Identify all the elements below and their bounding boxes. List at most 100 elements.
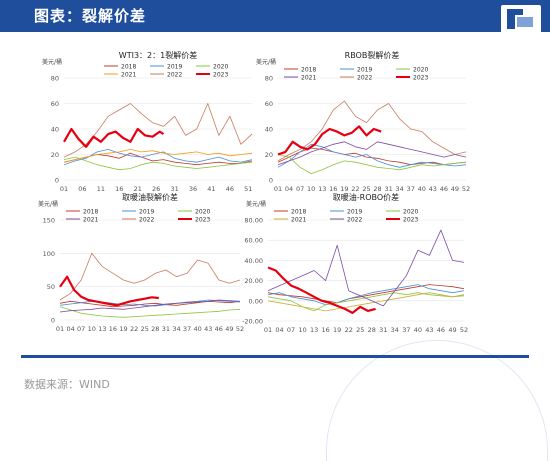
x-tick-label: 01 [274,185,282,193]
slide-header: 图表：裂解价差 [0,0,550,33]
legend-label: 2019 [139,208,154,215]
x-tick-label: 51 [244,185,252,193]
x-tick-label: 43 [425,326,433,334]
x-tick-label: 49 [225,325,233,333]
x-tick-label: 37 [402,326,410,334]
x-tick-label: 49 [451,185,459,193]
x-tick-label: 40 [194,325,202,333]
series-line-2019 [277,143,467,168]
y-tick-label: 20.00 [244,277,263,285]
x-tick-label: 43 [204,325,212,333]
y-axis-unit: 美元/桶 [42,58,62,66]
data-source-note: 数据来源：WIND [24,378,110,391]
x-tick-label: 25 [362,185,370,193]
x-tick-label: 01 [60,185,68,193]
x-tick-label: 46 [440,185,448,193]
x-tick-label: 46 [215,325,223,333]
x-tick-label: 40 [418,185,426,193]
x-tick-label: 16 [109,325,117,333]
x-tick-label: 36 [189,185,197,193]
series-line-2022 [63,103,253,158]
x-tick-label: 40 [414,326,422,334]
legend-label: 2020 [413,66,428,73]
x-tick-label: 04 [66,325,74,333]
series-line-2022 [59,252,241,301]
company-logo [501,5,541,33]
y-axis-unit: 美元/桶 [246,200,266,208]
x-tick-label: 19 [340,185,348,193]
series-line-2022 [267,229,465,307]
x-tick-label: 41 [207,185,215,193]
series-line-2021 [277,141,467,166]
x-tick-label: 28 [151,325,159,333]
chart-panel-1: 0 20 40 60 80 01 06 11 16 21 26 31 36 41 46 51 美元/桶 WTI3：… [42,50,252,193]
series-line-2023 [63,127,165,148]
bottom-rule [21,355,529,358]
x-tick-label: 31 [384,185,392,193]
x-tick-label: 16 [329,185,337,193]
legend-label: 2021 [291,216,306,223]
x-tick-label: 34 [396,185,404,193]
x-tick-label: 19 [333,326,341,334]
legend-label: 2018 [291,208,306,215]
x-tick-label: 13 [310,326,318,334]
decorative-arc [326,340,548,461]
x-tick-label: 31 [170,185,178,193]
y-tick-label: 0 [51,317,55,325]
x-tick-label: 19 [119,325,127,333]
y-tick-label: -20.00 [242,318,263,326]
chart-panel-4: -20.00 0.00 20.00 40.00 60.00 80.00 01 04 07 10 13… [242,192,468,334]
chart-title: 取暖油裂解价差 [122,192,178,202]
legend-label: 2019 [357,66,372,73]
x-tick-label: 31 [379,326,387,334]
series-line-2019 [63,149,253,166]
x-tick-label: 10 [88,325,96,333]
y-tick-label: 0.00 [249,297,263,305]
series-line-2020 [59,306,241,318]
y-tick-label: 40 [265,126,273,134]
legend-label: 2018 [301,66,316,73]
legend-label: 2019 [167,63,182,70]
x-tick-label: 06 [78,185,86,193]
x-tick-label: 16 [115,185,123,193]
x-tick-label: 31 [162,325,170,333]
y-tick-label: 150 [43,217,55,225]
x-tick-label: 07 [287,326,295,334]
y-tick-label: 40 [51,126,59,134]
x-tick-label: 52 [460,326,468,334]
x-tick-label: 21 [134,185,142,193]
y-axis-unit: 美元/桶 [38,200,58,208]
x-tick-label: 49 [448,326,456,334]
y-tick-label: 80.00 [244,217,263,225]
x-tick-label: 25 [356,326,364,334]
x-tick-label: 07 [296,185,304,193]
series-line-2020 [267,292,465,312]
legend-label: 2023 [195,216,210,223]
legend-label: 2021 [301,74,316,81]
series-line-2020 [63,156,253,171]
legend-label: 2020 [213,63,228,70]
y-tick-label: 20 [51,151,59,159]
legend-label: 2019 [347,208,362,215]
legend-label: 2023 [413,74,428,81]
series-line-2018 [267,284,465,304]
charts-canvas: 0 20 40 60 80 01 06 11 16 21 26 31 36 41 46 51 美元/桶 WTI3：… [38,50,470,334]
x-tick-label: 25 [141,325,149,333]
y-tick-label: 80 [265,75,273,83]
slide-title: 图表：裂解价差 [34,7,147,25]
y-tick-label: 60 [51,100,59,108]
series-line-2020 [277,154,467,174]
y-tick-label: 100 [43,250,55,258]
x-tick-label: 13 [98,325,106,333]
x-tick-label: 10 [307,185,315,193]
y-tick-label: 60.00 [244,237,263,245]
x-tick-label: 34 [391,326,399,334]
legend-label: 2022 [357,74,372,81]
series-line-2023 [267,266,376,314]
x-tick-label: 43 [429,185,437,193]
y-tick-label: 20 [265,151,273,159]
x-tick-label: 01 [264,326,272,334]
series-line-2019 [267,284,465,306]
